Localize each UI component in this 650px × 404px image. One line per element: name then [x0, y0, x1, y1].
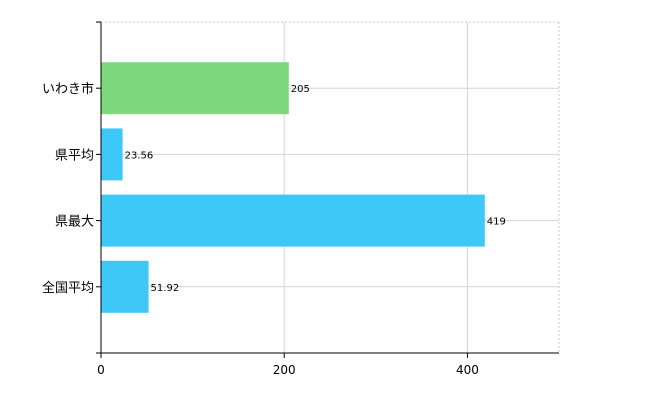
label-layer: 205 いわき市 23.56 県平均 419 県最大 51.92 全国平均 0 200 400: [42, 81, 506, 377]
bar-3: [101, 260, 149, 313]
category-label-3: 全国平均: [42, 280, 94, 296]
bar-1: [101, 128, 123, 181]
data-label-2: 419: [487, 217, 506, 228]
x-tick-label-2: 400: [456, 363, 479, 377]
axis-layer: [96, 21, 559, 358]
x-tick-label-0: 0: [97, 363, 105, 377]
category-label-2: 県最大: [55, 215, 94, 230]
category-label-0: いわき市: [42, 81, 94, 97]
bar-2: [101, 194, 485, 247]
x-tick-label-1: 200: [273, 363, 296, 377]
bar-layer: [101, 62, 485, 313]
category-label-1: 県平均: [55, 148, 94, 163]
data-label-1: 23.56: [125, 150, 154, 161]
data-label-3: 51.92: [151, 283, 180, 294]
bar-0: [101, 62, 289, 115]
data-label-0: 205: [291, 84, 310, 95]
